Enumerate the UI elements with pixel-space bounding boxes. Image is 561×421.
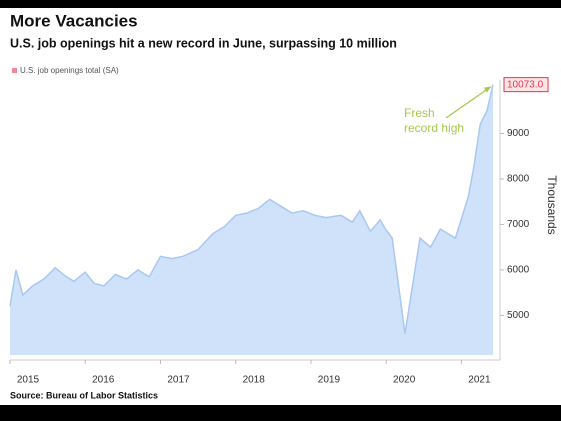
legend-label: U.S. job openings total (SA) (20, 66, 119, 75)
x-tick-label: 2021 (468, 375, 491, 386)
area (10, 84, 493, 355)
value-label: 10073.0 (507, 79, 544, 90)
y-tick-label: 8000 (507, 174, 530, 185)
annotation-arrow (445, 86, 492, 119)
chart-subtitle: U.S. job openings hit a new record in Ju… (10, 36, 397, 50)
value-label-box (503, 77, 549, 93)
x-tick-label: 2016 (92, 375, 115, 386)
x-tick-label: 2017 (167, 375, 190, 386)
source: Source: Bureau of Labor Statistics (10, 390, 158, 400)
x-tick-label: 2018 (243, 375, 266, 386)
chart-title: More Vacancies (10, 11, 138, 30)
legend-swatch (12, 68, 17, 73)
annotation-arrowhead (484, 86, 491, 93)
x-tick-label: 2019 (318, 375, 341, 386)
x-tick-label: 2020 (393, 375, 416, 386)
y-axis-label: Thousands (545, 175, 559, 234)
x-tick-label: 2015 (17, 375, 40, 386)
y-tick-label: 6000 (507, 265, 530, 276)
line (9, 84, 494, 334)
annotation-text: record high (404, 121, 464, 135)
y-tick-label: 5000 (507, 310, 530, 321)
y-tick-label: 9000 (507, 128, 530, 139)
y-tick-label: 7000 (507, 219, 530, 230)
annotation-text: Fresh (404, 106, 435, 120)
